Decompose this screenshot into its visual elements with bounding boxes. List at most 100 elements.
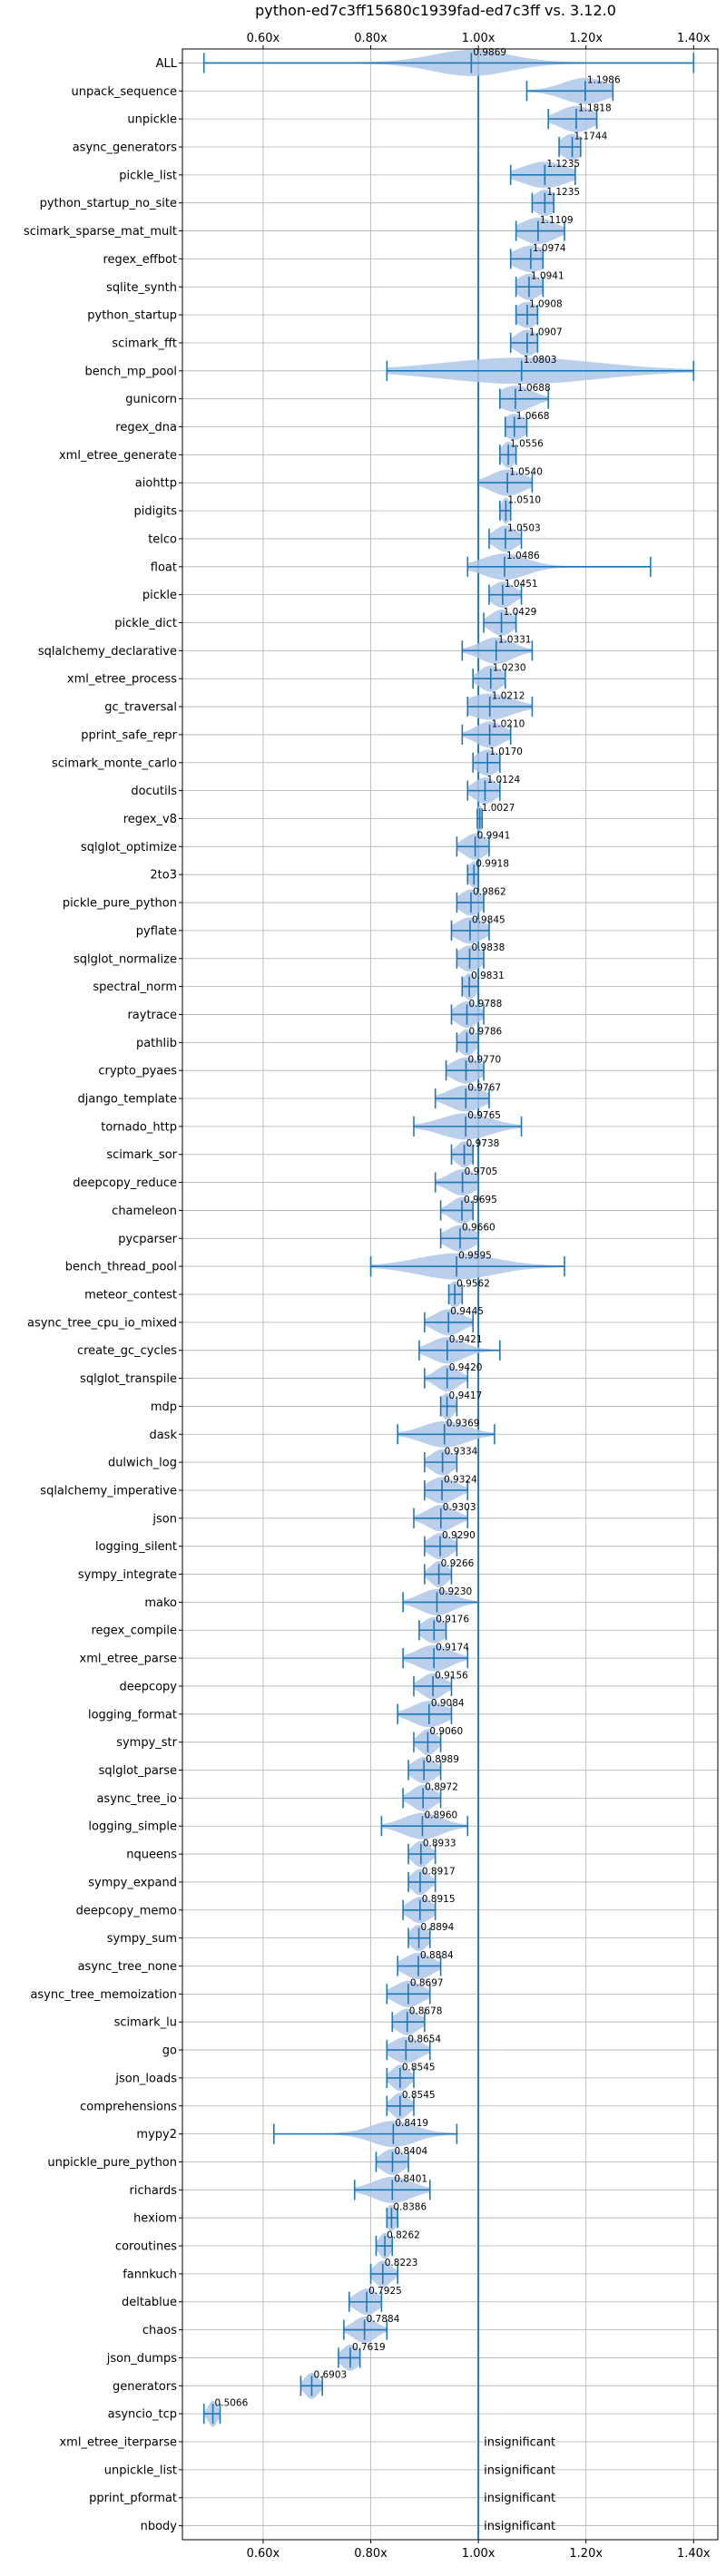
label-layer: 0.60x 0.60x 0.80x 0.80x 1.00x 1.00x 1.20x 1.20x… [24,32,711,2561]
benchmark-label: dulwich_log [108,1457,177,1470]
benchmark-label: sympy_integrate [78,1568,177,1582]
top-tick-label: 0.60x [247,32,280,45]
mean-value-label: 0.9595 [458,1251,492,1262]
mean-value-label: 1.0027 [482,803,515,814]
benchmark-label: deltablue [122,2296,177,2309]
benchmark-label: pyflate [136,924,177,938]
mean-value-label: 0.9334 [445,1446,478,1457]
mean-value-label: 0.9060 [429,1726,463,1737]
benchmark-label: asyncio_tcp [108,2408,177,2422]
benchmark-label: async_tree_none [78,1960,177,1974]
mean-value-label: 0.7884 [367,2314,400,2325]
benchmark-label: bench_thread_pool [65,1261,177,1274]
mean-value-label: 0.7619 [352,2342,386,2353]
mean-value-label: 1.1109 [540,215,574,226]
benchmark-label: meteor_contest [84,1289,177,1303]
benchmark-label: xml_etree_process [67,673,177,687]
benchmark-label: mdp [151,1400,177,1414]
mean-value-label: 0.9765 [467,1110,501,1121]
benchmark-label: unpickle_pure_python [47,2156,177,2170]
bottom-tick-label: 1.00x [462,2547,495,2561]
benchmark-label: json_loads [114,2072,177,2085]
mean-value-label: 0.9290 [442,1530,476,1541]
mean-value-label: 1.1818 [578,102,612,113]
mean-value-label: 0.9266 [441,1558,475,1569]
benchmark-label: 2to3 [150,869,177,883]
mean-value-label: 0.8960 [424,1810,457,1821]
mean-value-label: 1.0486 [506,551,540,561]
benchmark-label: generators [113,2380,177,2394]
mean-value-label: 1.1235 [546,187,580,198]
benchmark-label: hexiom [133,2212,177,2226]
benchmark-label: async_tree_cpu_io_mixed [27,1316,177,1330]
bottom-tick-label: 0.80x [354,2547,388,2561]
insignificant-label: insignificant [484,2520,555,2533]
benchmark-label: nbody [141,2520,178,2533]
mean-value-label: 0.9869 [473,47,506,58]
benchmark-label: fannkuch [123,2268,177,2281]
benchmark-label: go [162,2044,177,2058]
benchmark-label: mypy2 [136,2128,177,2142]
benchmark-label: sympy_str [116,1736,177,1750]
mean-value-label: 0.9562 [456,1278,490,1289]
mean-value-label: 1.1986 [587,75,621,86]
benchmark-label: pickle [142,589,177,602]
benchmark-label: dask [149,1429,177,1442]
benchmark-label: tornado_http [101,1120,177,1134]
benchmark-label: sqlalchemy_imperative [40,1484,177,1498]
benchmark-label: float [151,561,177,574]
mean-value-label: 0.9838 [472,942,505,953]
bottom-tick-label: 1.20x [569,2547,603,2561]
benchmark-label: deepcopy [119,1680,177,1693]
bottom-tick-label: 0.60x [247,2547,280,2561]
benchmark-label: create_gc_cycles [77,1344,177,1358]
benchmark-label: xml_etree_parse [80,1653,177,1666]
benchmark-label: docutils [131,785,177,798]
benchmark-label: mako [144,1596,177,1610]
mean-value-label: 1.0230 [493,663,526,674]
benchmark-label: sympy_expand [88,1876,177,1889]
top-tick-label: 0.80x [354,32,388,45]
mean-value-label: 0.8884 [420,1950,454,1961]
benchmark-label: logging_simple [88,1820,177,1834]
mean-value-label: 0.9941 [477,831,511,842]
mean-value-label: 0.8933 [423,1838,456,1849]
benchmark-label: logging_format [88,1708,177,1722]
mean-value-label: 1.0540 [509,467,543,478]
mean-value-label: 1.0510 [507,494,541,505]
top-tick-label: 1.20x [569,32,603,45]
mean-value-label: 1.0556 [510,439,544,450]
mean-value-label: 0.8697 [410,1978,444,1989]
mean-value-label: 1.0503 [507,522,541,533]
insignificant-label: insignificant [484,2436,555,2450]
benchmark-label: scimark_lu [114,2016,177,2030]
benchmark-label: async_tree_io [96,1792,177,1806]
mean-value-label: 0.9369 [446,1419,480,1429]
benchmark-label: regex_effbot [103,253,177,267]
mean-value-label: 0.5066 [215,2398,249,2409]
benchmark-label: nqueens [126,1849,177,1862]
mean-value-label: 0.9767 [467,1082,501,1093]
mean-value-label: 1.0170 [489,746,523,757]
mean-value-label: 0.8545 [402,2090,436,2101]
benchmark-label: sqlglot_parse [99,1764,177,1778]
benchmark-label: scimark_sor [106,1148,177,1162]
mean-value-label: 1.0210 [492,718,525,729]
mean-value-label: 0.9421 [449,1334,483,1345]
benchmark-label: coroutines [115,2240,177,2254]
mean-value-label: 1.1235 [546,159,580,170]
mean-value-label: 0.9918 [476,859,509,870]
mean-value-label: 0.8894 [421,1922,455,1933]
mean-value-label: 1.0907 [529,327,563,337]
benchmark-label: pickle_dict [114,617,177,630]
benchmark-label: async_tree_memoization [30,1988,177,2002]
mean-value-label: 0.9156 [435,1670,468,1681]
mean-value-label: 1.0212 [492,690,525,701]
mean-value-label: 1.0451 [505,579,538,590]
benchmark-label: telco [148,532,177,546]
benchmark-label: regex_v8 [123,813,177,826]
benchmark-label: xml_etree_iterparse [59,2436,177,2450]
mean-value-label: 0.8386 [393,2202,427,2213]
benchmark-label: json_dumps [106,2352,177,2366]
